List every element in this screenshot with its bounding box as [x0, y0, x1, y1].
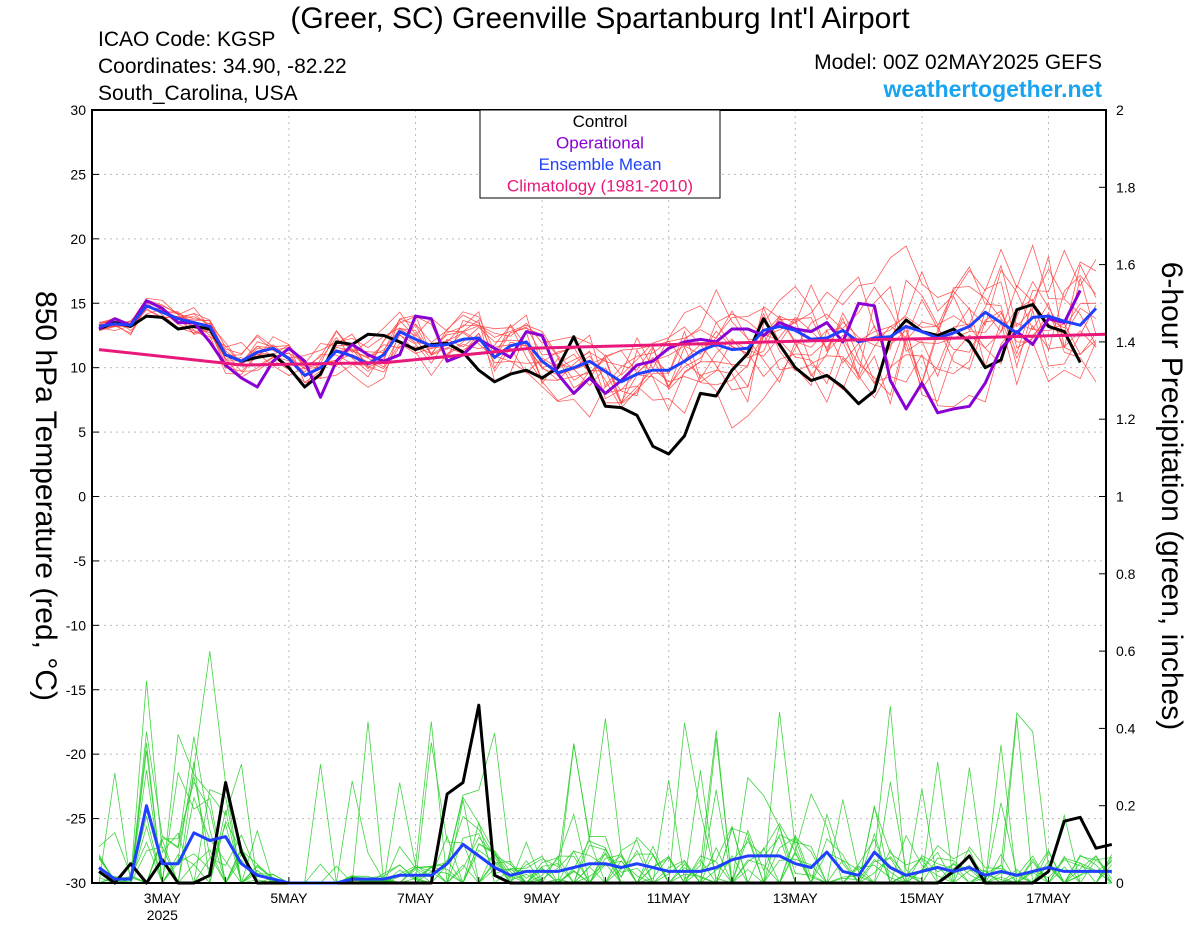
ensemble-members — [98, 244, 1113, 885]
station-region: South_Carolina, USA — [98, 82, 298, 105]
y2-tick-label: 1.2 — [1116, 411, 1136, 427]
precip-member-line — [98, 730, 1112, 884]
y-tick-label: -25 — [66, 811, 86, 827]
legend-item: Climatology (1981-2010) — [507, 177, 693, 196]
temp-member-line — [98, 256, 1097, 384]
x-tick-label: 11MAY — [647, 890, 691, 906]
icao-code: ICAO Code: KGSP — [98, 28, 276, 51]
y-axis-label: 850 hPa Temperature (red, °C) — [29, 291, 62, 701]
x-year-label: 2025 — [147, 907, 178, 923]
y-tick-label: -5 — [74, 553, 87, 569]
precip-member-line — [98, 732, 1113, 885]
ensemble-precip-line — [98, 804, 1112, 885]
y-tick-label: 15 — [70, 295, 86, 311]
y-tick-label: -20 — [66, 746, 86, 762]
y-tick-label: 10 — [70, 360, 86, 376]
legend: Control Operational Ensemble Mean Climatolo… — [479, 109, 721, 199]
temp-member-line — [99, 274, 1097, 391]
legend-box — [479, 109, 721, 199]
legend-item: Operational — [556, 134, 644, 153]
y2-tick-label: 0.2 — [1116, 798, 1136, 814]
axes: 302520151050-5-10-15-20-25-3021.81.61.41… — [66, 102, 1136, 923]
y2-tick-label: 0.6 — [1116, 643, 1136, 659]
model-run: Model: 00Z 02MAY2025 GEFS — [814, 51, 1102, 74]
y2-tick-label: 0 — [1116, 875, 1124, 891]
y-tick-label: 0 — [78, 489, 86, 505]
precip-member-line — [99, 731, 1113, 884]
x-tick-label: 17MAY — [1026, 890, 1072, 906]
precip-member-line — [98, 706, 1113, 884]
x-tick-label: 9MAY — [524, 890, 562, 906]
x-tick-label: 13MAY — [773, 890, 819, 906]
x-tick-label: 3MAY — [144, 890, 182, 906]
x-tick-label: 5MAY — [270, 890, 308, 906]
y2-tick-label: 1.8 — [1116, 179, 1136, 195]
y-tick-label: 5 — [78, 424, 86, 440]
y2-tick-label: 0.4 — [1116, 720, 1136, 736]
y2-tick-label: 1.6 — [1116, 257, 1136, 273]
y-tick-label: -10 — [66, 617, 86, 633]
temp-member-line — [98, 249, 1097, 400]
legend-item: Control — [573, 112, 628, 131]
y2-tick-label: 1.4 — [1116, 334, 1136, 350]
control-temp-line — [98, 303, 1082, 456]
y-tick-label: 30 — [70, 102, 86, 118]
series-lines — [98, 289, 1113, 885]
y2-axis-label: 6-hour Precipitation (green, inches) — [1155, 262, 1188, 731]
x-tick-label: 15MAY — [899, 890, 945, 906]
y-tick-label: 20 — [70, 231, 86, 247]
y-tick-label: 25 — [70, 166, 86, 182]
operational-temp-line — [98, 289, 1082, 415]
y2-tick-label: 2 — [1116, 102, 1124, 118]
station-coordinates: Coordinates: 34.90, -82.22 — [98, 55, 347, 78]
chart-title: (Greer, SC) Greenville Spartanburg Int'l… — [290, 2, 910, 35]
x-tick-label: 7MAY — [397, 890, 435, 906]
legend-item: Ensemble Mean — [539, 155, 662, 174]
ensemble-temp-line — [98, 304, 1098, 384]
y-tick-label: -30 — [66, 875, 86, 891]
y-tick-label: -15 — [66, 682, 86, 698]
website-link[interactable]: weathertogether.net — [883, 76, 1102, 102]
y2-tick-label: 0.8 — [1116, 566, 1136, 582]
temp-member-line — [98, 308, 1097, 408]
control-precip-line — [98, 703, 1113, 885]
y2-tick-label: 1 — [1116, 489, 1124, 505]
climatology-temp-line — [98, 332, 1107, 367]
precip-member-line — [98, 737, 1113, 885]
